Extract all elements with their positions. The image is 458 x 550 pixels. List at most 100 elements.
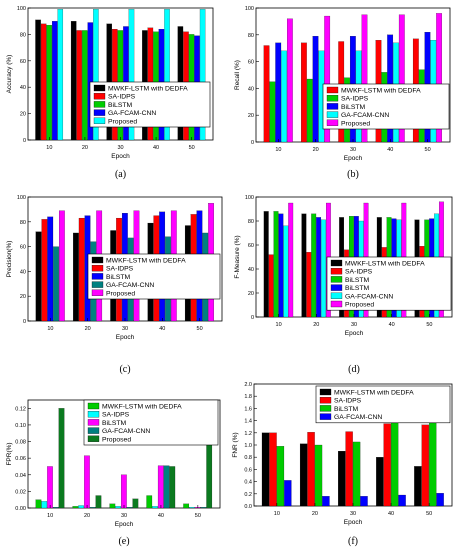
y-tick-label: 40 xyxy=(248,267,254,273)
legend-swatch xyxy=(93,93,106,100)
bar-30-s2 xyxy=(121,474,127,509)
bar-30-s4 xyxy=(361,14,368,143)
y-tick-label: 0 xyxy=(251,315,254,321)
bar-50-s1 xyxy=(421,424,429,507)
bar-40-s2 xyxy=(157,465,164,509)
x-tick-label: 50 xyxy=(195,513,201,519)
bar-10-s4 xyxy=(287,18,293,143)
legend-entry: BiLSTM xyxy=(345,277,370,284)
x-tick-label: 20 xyxy=(84,513,90,519)
y-tick-label: 100 xyxy=(245,6,254,12)
bar-10-s1 xyxy=(269,432,277,507)
bar-10-s3 xyxy=(52,507,59,509)
x-tick-label: 50 xyxy=(425,147,431,153)
legend-entry: BiLSTM xyxy=(334,406,359,413)
x-tick-label: 50 xyxy=(426,322,432,328)
y-tick-label: 40 xyxy=(248,86,254,92)
legend-box xyxy=(326,256,452,311)
y-tick-label: 100 xyxy=(17,6,26,12)
bar-10-s1 xyxy=(269,81,276,143)
legend-entry: BiLSTM xyxy=(341,104,366,111)
bar-40-s4 xyxy=(398,14,405,143)
legend-entry: Proposed xyxy=(106,290,135,297)
bar-20-s1 xyxy=(306,78,313,143)
y-tick-label: 0.8 xyxy=(244,455,252,461)
bar-10-s2 xyxy=(276,446,285,507)
y-tick-label: 20 xyxy=(248,113,254,119)
y-tick-label: 0.04 xyxy=(15,473,26,479)
legend-entry: BiLSTM xyxy=(106,274,131,281)
y-tick-label: 20 xyxy=(248,291,254,297)
legend-box xyxy=(87,253,221,300)
bar-20-s2 xyxy=(311,213,317,318)
bar-10-s4 xyxy=(283,225,289,318)
y-tick-label: 1.4 xyxy=(244,419,252,425)
bar-10-s4 xyxy=(57,9,64,141)
y-tick-label: 0.6 xyxy=(244,467,252,473)
y-tick-label: 80 xyxy=(20,32,26,38)
legend-entry: Proposed xyxy=(102,436,131,443)
y-tick-label: 60 xyxy=(248,243,254,249)
legend-entry: SA-IDPS xyxy=(106,266,134,273)
x-tick-label: 40 xyxy=(159,326,165,332)
panel-caption: (e) xyxy=(118,536,129,547)
chart-panel-c: 0 20 40 60 80 100 10 20 30 40 50 Epoch Precision(%) M… xyxy=(6,195,223,375)
legend-swatch xyxy=(326,103,339,110)
y-axis-label: F-Measure (%) xyxy=(234,235,241,278)
bar-30-s3 xyxy=(126,507,133,509)
y-tick-label: 0.0 xyxy=(244,504,252,510)
legend-entry: Proposed xyxy=(341,120,370,127)
y-tick-label: 60 xyxy=(20,59,26,65)
legend-swatch xyxy=(93,84,106,92)
bar-30-s1 xyxy=(115,506,121,509)
chart-panel-b: 0 20 40 60 80 100 10 20 30 40 50 Epoch Recall (%) MWK… xyxy=(234,6,451,180)
y-tick-label: 80 xyxy=(248,33,254,39)
legend-swatch xyxy=(87,435,100,442)
panel-caption: (b) xyxy=(347,169,359,180)
bar-30-s0 xyxy=(109,503,116,509)
bar-10-s1 xyxy=(41,219,48,322)
y-tick-label: 20 xyxy=(20,294,26,300)
legend-entry: GA-FCAM-CNN xyxy=(102,428,150,435)
y-tick-label: 60 xyxy=(20,245,26,251)
bar-40-s4 xyxy=(169,466,176,509)
panel-caption: (f) xyxy=(348,536,358,547)
bar-10-s2 xyxy=(275,42,282,143)
y-axis-label: Recall (%) xyxy=(234,60,241,90)
bar-20-s3 xyxy=(87,22,94,141)
legend-box xyxy=(83,399,219,446)
bar-10-s3 xyxy=(284,480,292,507)
legend-swatch xyxy=(87,419,100,426)
bar-10-s0 xyxy=(35,231,42,322)
bar-30-s4 xyxy=(128,9,135,141)
x-axis-label: Epoch xyxy=(115,521,134,528)
legend-swatch xyxy=(319,405,332,412)
bar-20-s1 xyxy=(76,30,82,141)
legend-entry: MWKF-LSTM with DEDFA xyxy=(108,86,188,93)
bar-20-s2 xyxy=(84,455,90,509)
bar-20-s4 xyxy=(95,495,102,509)
y-tick-label: 40 xyxy=(20,269,26,275)
legend-entry: SA-IDPS xyxy=(341,96,369,103)
legend-swatch xyxy=(330,284,343,291)
bar-50-s3 xyxy=(436,493,444,507)
bar-20-s0 xyxy=(73,232,79,322)
legend-entry: BiLSTM xyxy=(108,102,133,109)
panel-caption: (a) xyxy=(115,169,126,180)
bar-20-s0 xyxy=(70,21,77,141)
bar-20-s4 xyxy=(93,9,99,141)
x-tick-label: 30 xyxy=(121,513,127,519)
y-tick-label: 1.8 xyxy=(244,394,252,400)
bar-20-s1 xyxy=(307,432,315,507)
x-tick-label: 30 xyxy=(350,511,356,517)
bar-10-s5 xyxy=(288,202,294,318)
x-tick-label: 30 xyxy=(350,147,356,153)
legend-swatch xyxy=(87,427,100,434)
y-tick-label: 0.12 xyxy=(15,406,26,412)
legend-swatch xyxy=(93,109,106,116)
bar-30-s1 xyxy=(345,431,353,507)
x-axis-label: Epoch xyxy=(345,330,364,337)
y-axis-label: Precision(%) xyxy=(6,241,13,278)
x-tick-label: 10 xyxy=(274,511,280,517)
bar-20-s2 xyxy=(314,444,323,507)
